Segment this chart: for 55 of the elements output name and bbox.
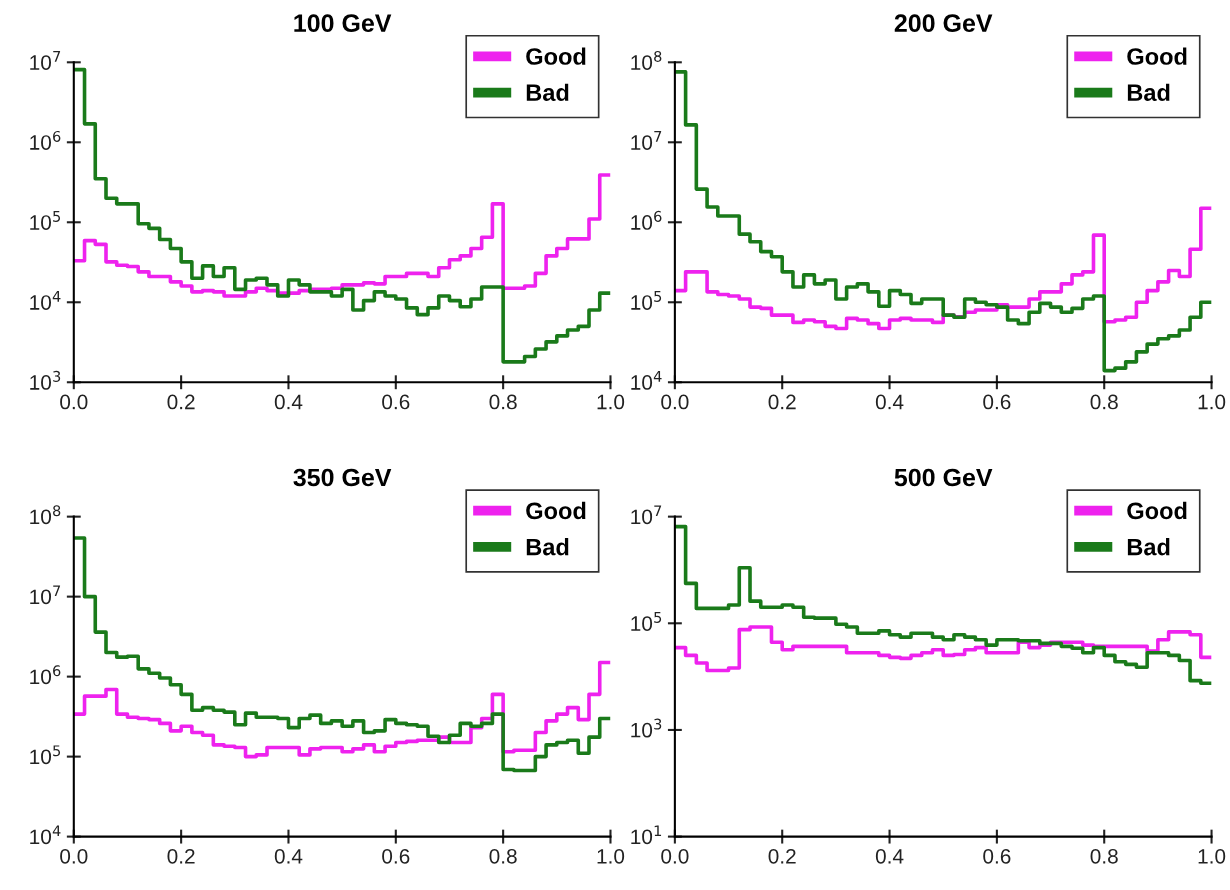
- x-tick-label: 0.0: [661, 848, 689, 864]
- x-tick-label: 0.6: [983, 394, 1011, 410]
- x-tick-label: 0.2: [768, 848, 796, 864]
- x-tick-label: 0.6: [382, 848, 410, 864]
- chart-title: 100 GeV: [294, 14, 392, 32]
- chart-title: 350 GeV: [293, 468, 392, 487]
- y-tick-label: 10$^{8}$: [631, 50, 662, 70]
- x-tick-label: 0.0: [60, 848, 88, 864]
- y-tick-label: 10$^{3}$: [30, 370, 61, 390]
- y-tick-label: 10$^{5}$: [30, 211, 61, 230]
- legend-label: Bad: [1127, 83, 1170, 102]
- x-tick-label: 1.0: [597, 394, 625, 410]
- legend-label: Good: [1127, 47, 1187, 65]
- x-tick-label: 0.6: [983, 848, 1011, 864]
- x-tick-label: 0.0: [60, 394, 88, 410]
- y-tick-label: 10$^{6}$: [30, 130, 61, 150]
- legend-label: Good: [526, 47, 586, 65]
- x-tick-label: 0.4: [875, 394, 904, 410]
- y-tick-label: 10$^{7}$: [631, 131, 662, 150]
- y-tick-label: 10$^{4}$: [631, 371, 662, 390]
- x-tick-label: 0.8: [489, 394, 517, 410]
- x-tick-label: 0.4: [274, 394, 303, 410]
- y-tick-label: 10$^{4}$: [30, 825, 61, 845]
- x-tick-label: 0.4: [875, 848, 904, 864]
- legend-label: Bad: [526, 83, 569, 102]
- y-tick-label: 10$^{7}$: [30, 585, 61, 605]
- legend-label: Bad: [1127, 538, 1170, 556]
- y-tick-label: 10$^{8}$: [30, 505, 61, 525]
- y-tick-label: 10$^{5}$: [631, 291, 662, 310]
- x-tick-label: 1.0: [1198, 848, 1226, 864]
- x-tick-label: 0.8: [1090, 848, 1118, 864]
- x-tick-label: 0.6: [382, 394, 410, 410]
- legend-label: Good: [1127, 501, 1187, 520]
- y-tick-label: 10$^{5}$: [30, 745, 61, 765]
- x-tick-label: 1.0: [597, 848, 625, 864]
- x-tick-label: 0.8: [1090, 394, 1118, 410]
- legend-label: Good: [526, 501, 586, 520]
- chart-title: 500 GeV: [894, 468, 993, 487]
- x-tick-label: 0.8: [489, 848, 517, 864]
- y-tick-label: 10$^{5}$: [631, 612, 662, 631]
- x-tick-label: 1.0: [1198, 394, 1226, 410]
- x-tick-label: 0.0: [661, 394, 689, 410]
- y-tick-label: 10$^{6}$: [30, 665, 61, 685]
- y-tick-label: 10$^{1}$: [631, 825, 662, 845]
- legend-label: Bad: [526, 538, 569, 556]
- y-tick-label: 10$^{4}$: [30, 291, 61, 310]
- y-tick-label: 10$^{3}$: [631, 718, 662, 738]
- x-tick-label: 0.2: [768, 394, 796, 410]
- y-tick-label: 10$^{7}$: [30, 51, 61, 70]
- y-tick-label: 10$^{6}$: [631, 210, 662, 230]
- y-tick-label: 10$^{7}$: [631, 505, 662, 525]
- x-tick-label: 0.2: [167, 848, 195, 864]
- x-tick-label: 0.4: [274, 848, 303, 864]
- x-tick-label: 0.2: [167, 394, 195, 410]
- chart-title: 200 GeV: [894, 14, 993, 32]
